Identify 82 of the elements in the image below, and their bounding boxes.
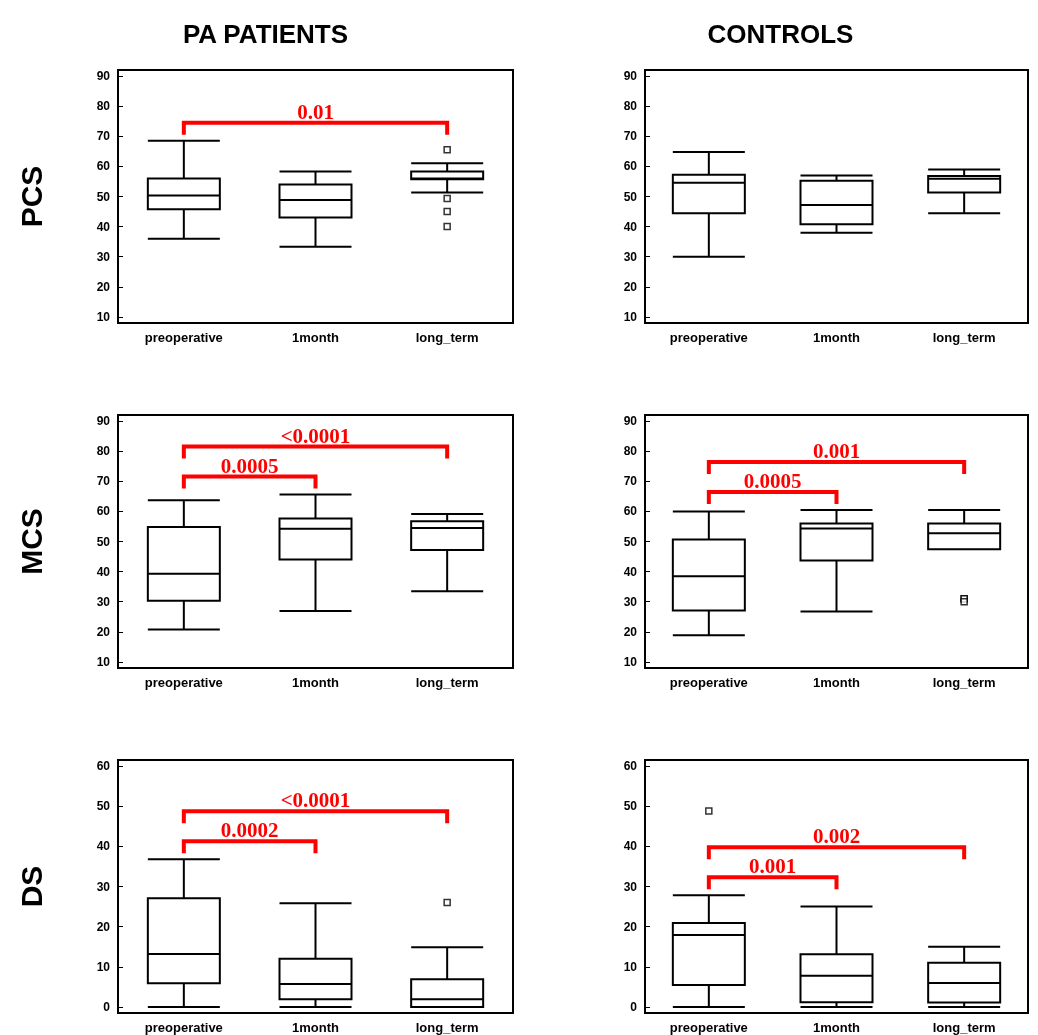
y-tick-label: 20 (96, 624, 111, 639)
x-tick-label: 1month (813, 330, 861, 345)
x-tick-label: preoperative (669, 1020, 748, 1035)
y-tick-label: 20 (96, 919, 111, 934)
y-tick-label: 30 (623, 879, 638, 894)
y-tick-label: 60 (96, 759, 111, 774)
y-tick-label: 30 (96, 249, 111, 264)
annotation: 0.01 (297, 99, 334, 124)
annotation: 0.0002 (220, 818, 279, 843)
y-tick-label: 10 (623, 959, 638, 974)
y-tick-label: 30 (623, 249, 638, 264)
x-tick-label: 1month (292, 330, 340, 345)
y-tick-label: 0 (630, 999, 638, 1014)
x-tick-label: preoperative (144, 675, 223, 690)
y-tick-label: 70 (96, 129, 111, 144)
y-tick-label: 30 (96, 879, 111, 894)
y-tick-label: 40 (623, 839, 638, 854)
y-tick-label: 50 (96, 534, 111, 549)
x-tick-label: 1month (813, 675, 861, 690)
y-tick-label: 40 (96, 219, 111, 234)
y-tick-label: 70 (623, 474, 638, 489)
y-tick-label: 40 (96, 564, 111, 579)
x-tick-label: preoperative (144, 1020, 223, 1035)
x-tick-label: 1month (813, 1020, 861, 1035)
x-tick-label: long_term (415, 1020, 479, 1035)
chart-title: CONTROLS (707, 19, 854, 49)
y-tick-label: 90 (623, 414, 638, 429)
x-tick-label: long_term (932, 330, 996, 345)
y-tick-label: 40 (623, 219, 638, 234)
y-tick-label: 90 (96, 69, 111, 84)
y-axis-title: MCS (14, 508, 48, 575)
y-tick-label: 80 (623, 99, 638, 114)
y-tick-label: 70 (96, 474, 111, 489)
y-axis-title: DS (14, 865, 48, 908)
annotation: 0.001 (812, 438, 861, 463)
y-tick-label: 20 (623, 279, 638, 294)
y-tick-label: 50 (96, 189, 111, 204)
x-tick-label: preoperative (669, 330, 748, 345)
y-tick-label: 80 (96, 444, 111, 459)
y-tick-label: 70 (623, 129, 638, 144)
y-tick-label: 40 (623, 564, 638, 579)
y-tick-label: 30 (623, 594, 638, 609)
x-tick-label: preoperative (669, 675, 748, 690)
y-tick-label: 10 (96, 959, 111, 974)
y-tick-label: 50 (623, 189, 638, 204)
y-tick-label: 10 (96, 654, 111, 669)
y-tick-label: 20 (623, 624, 638, 639)
x-tick-label: 1month (292, 675, 340, 690)
annotation: 0.001 (749, 854, 797, 879)
annotation: <0.0001 (280, 788, 351, 813)
annotation: 0.0005 (743, 468, 802, 493)
y-tick-label: 40 (96, 839, 111, 854)
y-tick-label: 50 (96, 799, 111, 814)
x-tick-label: long_term (415, 330, 479, 345)
x-tick-label: long_term (932, 675, 996, 690)
x-tick-label: long_term (932, 1020, 996, 1035)
y-tick-label: 90 (623, 69, 638, 84)
y-tick-label: 20 (623, 919, 638, 934)
annotation: <0.0001 (280, 423, 351, 448)
x-tick-label: 1month (292, 1020, 340, 1035)
y-tick-label: 10 (96, 309, 111, 324)
y-tick-label: 50 (623, 799, 638, 814)
chart-title: PA PATIENTS (182, 19, 349, 49)
y-tick-label: 60 (623, 159, 638, 174)
y-tick-label: 10 (623, 654, 638, 669)
annotation: 0.002 (812, 824, 861, 849)
y-tick-label: 60 (623, 504, 638, 519)
y-tick-label: 80 (96, 99, 111, 114)
y-tick-label: 90 (96, 414, 111, 429)
y-tick-label: 0 (103, 999, 111, 1014)
y-tick-label: 60 (96, 159, 111, 174)
y-tick-label: 80 (623, 444, 638, 459)
y-tick-label: 10 (623, 309, 638, 324)
y-tick-label: 20 (96, 279, 111, 294)
annotation: 0.0005 (220, 453, 279, 478)
x-tick-label: preoperative (144, 330, 223, 345)
y-tick-label: 60 (623, 759, 638, 774)
y-tick-label: 50 (623, 534, 638, 549)
x-tick-label: long_term (415, 675, 479, 690)
y-tick-label: 60 (96, 504, 111, 519)
y-axis-title: PCS (14, 165, 48, 228)
y-tick-label: 30 (96, 594, 111, 609)
